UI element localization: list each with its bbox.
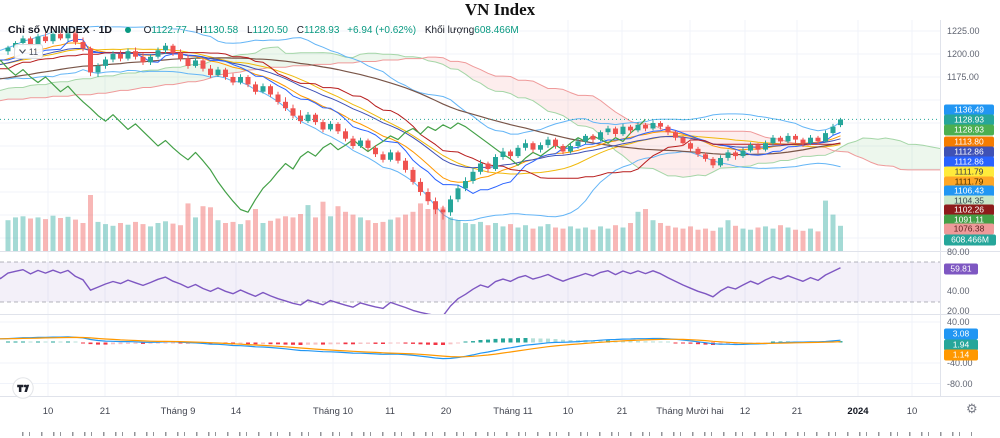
- time-axis-tick: 11: [385, 406, 395, 417]
- time-axis-tick: 21: [791, 406, 803, 417]
- symbol-title[interactable]: Chỉ số VNINDEX: [8, 24, 90, 36]
- time-axis-tick: 12: [739, 406, 751, 417]
- price-label-badge: 1113.80: [944, 136, 994, 148]
- interval-label[interactable]: 1D: [98, 24, 113, 36]
- price-label-badge: 608.466M: [944, 234, 996, 246]
- rsi-pane[interactable]: [0, 252, 940, 315]
- indicator-collapse-toggle[interactable]: 11: [14, 44, 43, 59]
- open-label: O: [143, 25, 152, 36]
- time-axis-tick: 2024: [847, 406, 869, 417]
- macd-pane[interactable]: [0, 315, 940, 397]
- open-value: O1122.77: [143, 25, 187, 36]
- time-axis[interactable]: 10 21 Tháng 9 14 Tháng 10 11 20 Tháng 11 10 21 Thá…: [0, 397, 1000, 423]
- price-label-badge: 1111.79: [944, 166, 994, 178]
- low-label: L: [246, 25, 253, 36]
- high-value: H1130.58: [195, 25, 239, 36]
- candlestick-chart[interactable]: [0, 20, 940, 252]
- indicator-count: 11: [28, 46, 39, 57]
- time-axis-tick: 20: [440, 406, 452, 417]
- price-axis-label: 20.00: [947, 306, 970, 316]
- main-price-pane[interactable]: [0, 20, 940, 252]
- time-axis-tick: 10: [562, 406, 574, 417]
- close-label: C: [296, 25, 304, 36]
- close-value: C1128.93: [296, 25, 340, 36]
- price-label-badge: 1128.93: [944, 114, 994, 126]
- price-axis-label: -80.00: [947, 379, 973, 389]
- price-axis-label: 1225.00: [947, 26, 980, 36]
- price-label-badge: 1.94: [944, 339, 978, 351]
- price-axis-label: -40.00: [947, 358, 973, 368]
- time-axis-tick: 14: [230, 406, 242, 417]
- macd-chart[interactable]: [0, 315, 940, 397]
- price-label-badge: 1106.43: [944, 185, 994, 197]
- price-label-badge: 1076.38: [944, 223, 994, 235]
- time-axis-tick: 21: [99, 406, 111, 417]
- price-label-badge: 1102.26: [944, 204, 994, 216]
- tradingview-logo-icon: [12, 377, 34, 399]
- rsi-chart[interactable]: [0, 252, 940, 315]
- time-axis-tick: Tháng 11: [493, 406, 533, 417]
- price-label-badge: 3.08: [944, 328, 978, 340]
- page-title: VN Index: [464, 0, 536, 19]
- price-label-badge: 59.81: [944, 263, 978, 275]
- price-axis-label: 40.00: [947, 286, 970, 296]
- price-axis-label: 1200.00: [947, 49, 980, 59]
- time-axis-tick: Tháng 10: [312, 406, 354, 417]
- price-label-badge: 1111.79: [944, 176, 994, 188]
- change-value: +6.94 (+0.62%): [347, 25, 417, 36]
- price-label-badge: 1112.86: [944, 156, 994, 168]
- pane-separator[interactable]: [0, 314, 1000, 315]
- time-axis-tick: 10: [42, 406, 54, 417]
- price-label-badge: 1091.11: [944, 214, 994, 226]
- symbol-legend: Chỉ số VNINDEX · 1D O1122.77 H1130.58 L1…: [8, 24, 519, 36]
- time-axis-tick: Tháng Mười hai: [656, 406, 724, 417]
- price-axis-label: 1175.00: [947, 72, 979, 82]
- high-label: H: [195, 25, 203, 36]
- price-axis-label: 40.00: [947, 317, 970, 327]
- low-value: L1120.50: [246, 25, 288, 36]
- market-status-dot: [124, 26, 131, 33]
- time-axis-tick: Tháng 9: [160, 406, 196, 417]
- volume-value: Khối lượng608.466M: [424, 25, 519, 36]
- price-axis-separator: [940, 20, 941, 423]
- tradingview-logo[interactable]: [12, 377, 34, 399]
- price-label-badge: 1104.35: [944, 195, 994, 207]
- pane-separator: [0, 396, 1000, 397]
- clipped-caption-text: [22, 432, 972, 436]
- price-axis-label: 80.00: [947, 247, 970, 257]
- volume-label: Khối lượng: [424, 25, 475, 36]
- price-label-badge: 1112.86: [944, 146, 994, 158]
- legend-separator: ·: [92, 25, 96, 36]
- price-label-badge: 1136.49: [944, 104, 994, 116]
- gear-icon[interactable]: ⚙: [966, 401, 978, 416]
- price-label-badge: 1128.93: [944, 124, 994, 136]
- price-label-badge: 1.14: [944, 349, 978, 361]
- time-axis-tick: 10: [906, 406, 918, 417]
- chevron-down-icon: [18, 49, 26, 54]
- pane-separator[interactable]: [0, 251, 1000, 252]
- time-axis-tick: 21: [616, 406, 628, 417]
